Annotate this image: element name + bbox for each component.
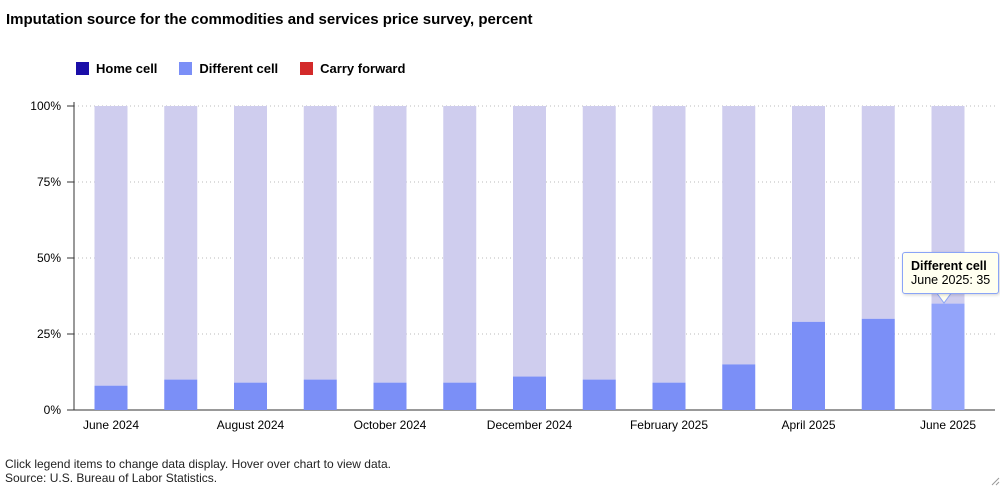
bar-different-cell[interactable] xyxy=(373,382,407,410)
footnote-source: Source: U.S. Bureau of Labor Statistics. xyxy=(5,471,218,485)
y-tick-label: 100% xyxy=(30,99,61,113)
x-tick-label: February 2025 xyxy=(630,418,708,432)
legend-item-home-cell[interactable]: Home cell xyxy=(76,61,157,76)
bar-remainder[interactable] xyxy=(443,106,477,383)
footnote-instructions: Click legend items to change data displa… xyxy=(5,457,391,471)
legend-swatch-home-cell xyxy=(76,62,89,75)
bar-different-cell[interactable] xyxy=(164,379,198,410)
bar-remainder[interactable] xyxy=(722,106,756,365)
bar-remainder[interactable] xyxy=(164,106,198,380)
bar-remainder[interactable] xyxy=(582,106,616,380)
bar-different-cell[interactable] xyxy=(792,321,825,410)
bar-remainder[interactable] xyxy=(94,106,128,386)
bar-different-cell[interactable] xyxy=(94,385,128,410)
y-tick-label: 0% xyxy=(44,403,62,417)
legend-label-different-cell: Different cell xyxy=(199,61,279,76)
x-tick-label: August 2024 xyxy=(217,418,285,432)
bar-remainder[interactable] xyxy=(373,106,407,383)
x-tick-label: June 2025 xyxy=(920,418,976,432)
bar-remainder[interactable] xyxy=(234,106,267,383)
bar-remainder[interactable] xyxy=(513,106,546,377)
tooltip-value: June 2025: 35 xyxy=(911,273,991,287)
legend-label-home-cell: Home cell xyxy=(96,61,158,76)
x-tick-label: April 2025 xyxy=(781,418,835,432)
x-tick-label: December 2024 xyxy=(487,418,573,432)
legend-swatch-carry-forward xyxy=(300,62,314,75)
resize-handle-icon[interactable] xyxy=(990,476,1000,486)
chart-title: Imputation source for the commodities an… xyxy=(6,11,533,28)
bar-different-cell[interactable] xyxy=(861,318,895,410)
legend-item-different-cell[interactable]: Different cell xyxy=(179,61,278,76)
y-tick-label: 50% xyxy=(37,251,61,265)
x-tick-label: June 2024 xyxy=(83,418,139,432)
bar-different-cell[interactable] xyxy=(931,303,965,410)
y-tick-label: 25% xyxy=(37,327,61,341)
legend: Home cell Different cell Carry forward xyxy=(76,61,405,76)
bar-remainder[interactable] xyxy=(652,106,686,383)
bar-different-cell[interactable] xyxy=(234,382,267,410)
bar-different-cell[interactable] xyxy=(652,382,686,410)
bar-different-cell[interactable] xyxy=(722,364,756,410)
legend-label-carry-forward: Carry forward xyxy=(320,61,406,76)
bar-remainder[interactable] xyxy=(303,106,337,380)
y-tick-label: 75% xyxy=(37,175,61,189)
x-tick-label: October 2024 xyxy=(354,418,427,432)
bar-different-cell[interactable] xyxy=(582,379,616,410)
bar-remainder[interactable] xyxy=(792,106,825,322)
bar-different-cell[interactable] xyxy=(303,379,337,410)
bar-different-cell[interactable] xyxy=(513,376,546,410)
bar-remainder[interactable] xyxy=(861,106,895,319)
legend-swatch-different-cell xyxy=(179,62,193,75)
tooltip-series: Different cell xyxy=(911,259,987,273)
tooltip: Different cell June 2025: 35 xyxy=(902,252,1000,294)
bar-different-cell[interactable] xyxy=(443,382,477,410)
legend-item-carry-forward[interactable]: Carry forward xyxy=(300,61,405,76)
